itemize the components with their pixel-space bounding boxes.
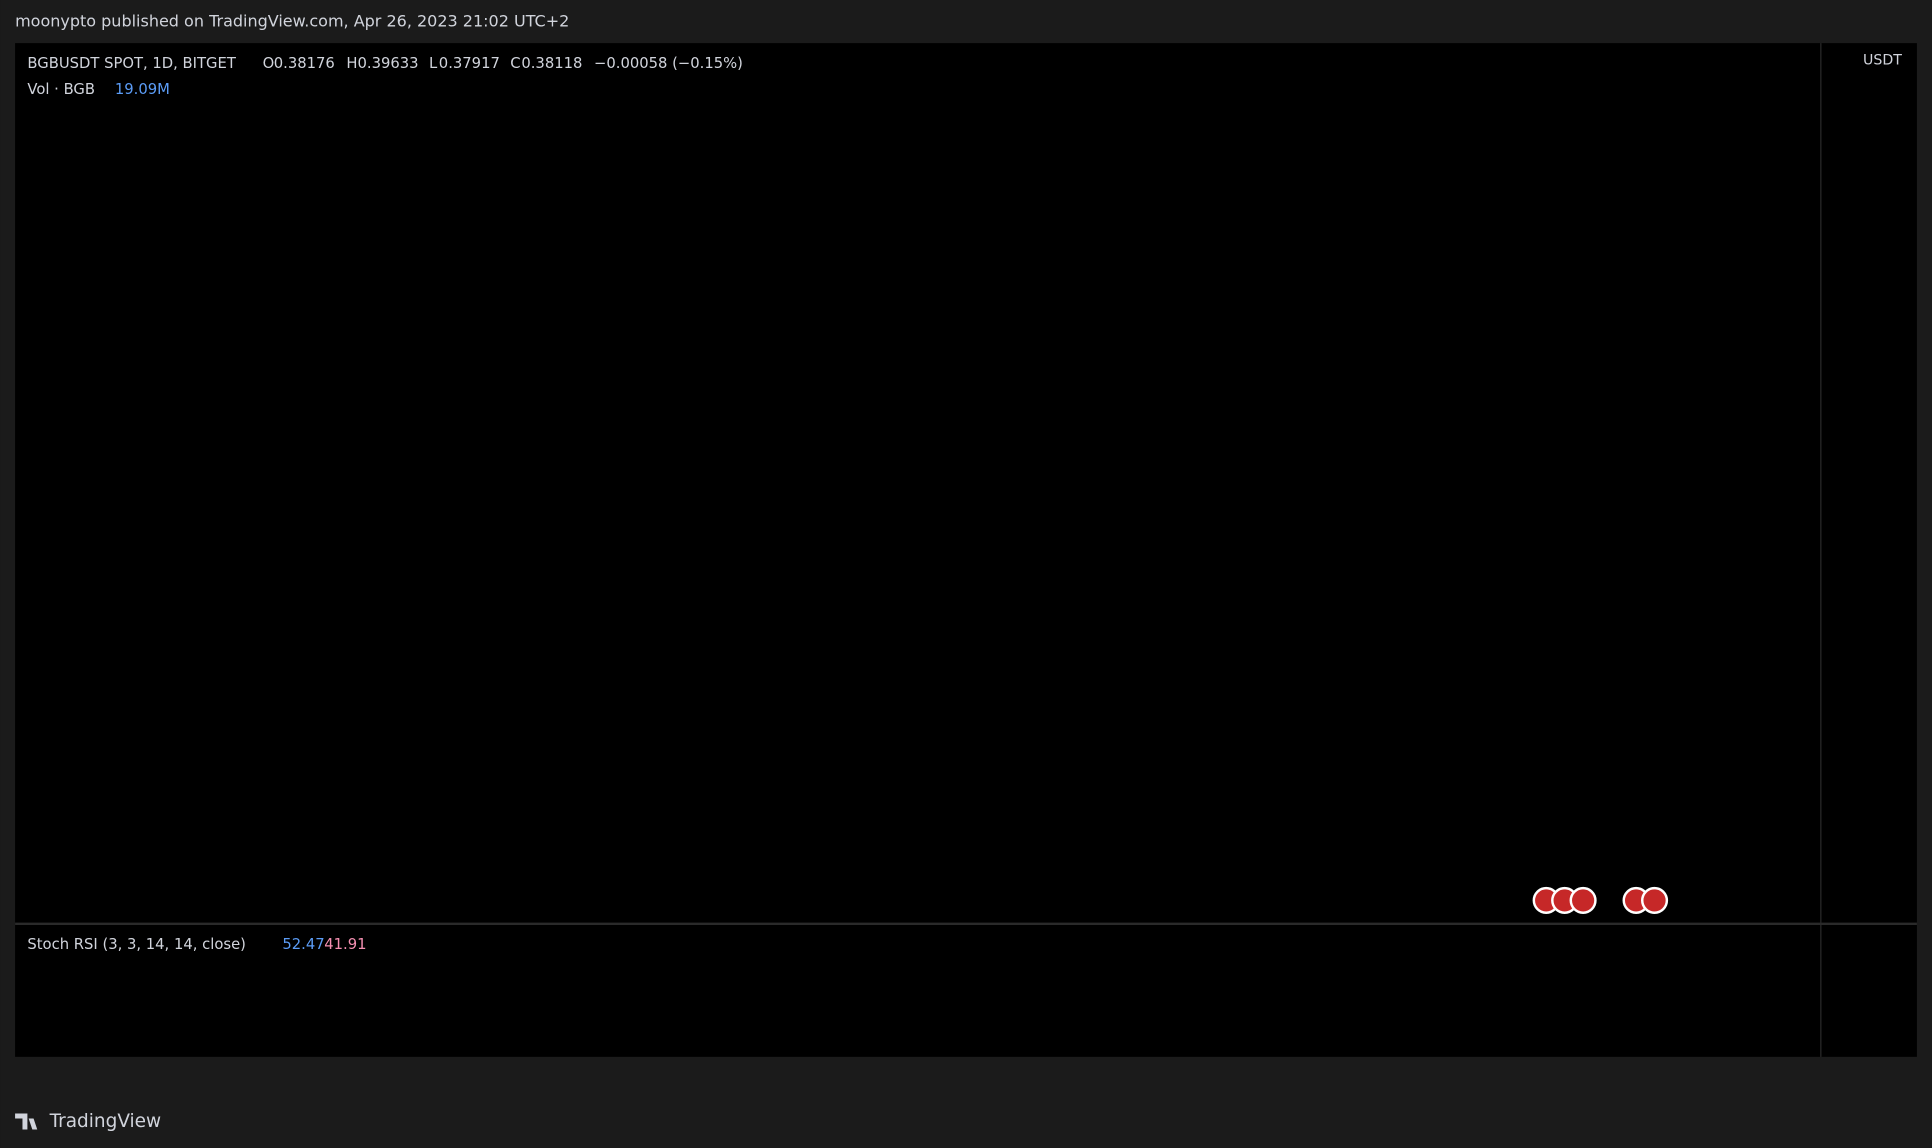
close-value: 0.38118 <box>521 55 582 72</box>
ohlc-letter: O <box>263 55 275 72</box>
chart-pane <box>15 43 1917 1057</box>
publisher: moonypto published on TradingView.com, A… <box>15 12 569 31</box>
stoch-k-value: 52.47 <box>282 936 324 953</box>
low-value: 0.37917 <box>439 55 500 72</box>
stoch-name: Stoch RSI (3, 3, 14, 14, close) <box>27 936 246 953</box>
ohlc-letter: C <box>510 55 520 72</box>
stoch-d-value: 41.91 <box>324 936 366 953</box>
volume-name: Vol · BGB <box>27 81 95 98</box>
brand: TradingView <box>49 1111 162 1132</box>
ohlc-letter: L <box>429 55 438 72</box>
event-flags <box>1532 886 1669 914</box>
volume-value: 19.09M <box>115 81 170 98</box>
high-value: 0.39633 <box>358 55 419 72</box>
symbol: BGBUSDT SPOT, 1D, BITGET <box>27 55 236 72</box>
open-value: 0.38176 <box>274 55 335 72</box>
ohlc-letter: H <box>346 55 357 72</box>
change: −0.00058 (−0.15%) <box>594 55 743 72</box>
axis-unit: USDT <box>1863 52 1902 68</box>
brand-logo <box>15 1113 38 1130</box>
